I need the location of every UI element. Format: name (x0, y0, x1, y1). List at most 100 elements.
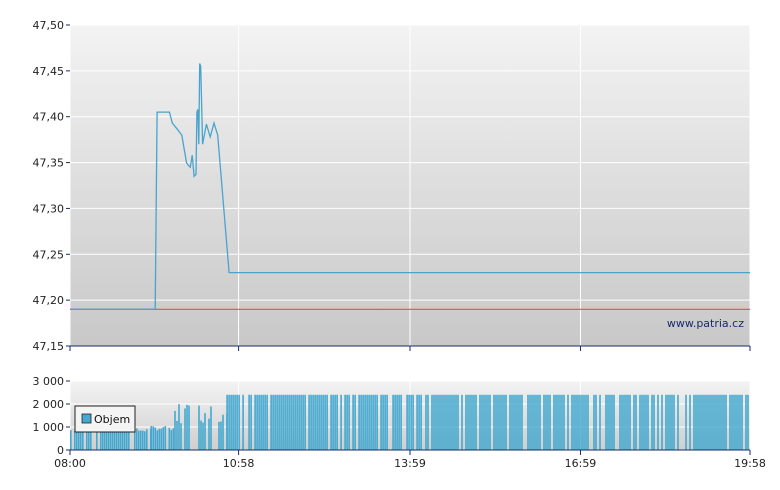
time-tick-label: 08:00 (54, 457, 86, 470)
volume-bar (164, 426, 167, 450)
volume-bar (122, 429, 124, 450)
volume-bar (581, 394, 583, 450)
volume-bar (585, 394, 587, 450)
volume-y-axis: 3 000 2 000 1 000 0 (33, 375, 70, 457)
volume-bar (274, 394, 276, 450)
volume-bar (302, 394, 304, 450)
volume-bar (382, 394, 384, 450)
volume-bar (519, 394, 521, 450)
volume-bar (577, 394, 579, 450)
volume-bar (595, 394, 597, 450)
volume-bar (435, 394, 437, 450)
volume-bar (521, 394, 523, 450)
volume-bar (410, 394, 412, 450)
price-y-tick-label: 47,45 (33, 65, 65, 78)
volume-bar (228, 394, 230, 450)
volume-bar (158, 428, 161, 450)
volume-bar (737, 394, 739, 450)
volume-bar (202, 422, 204, 450)
volume-bar (408, 394, 410, 450)
volume-bar (425, 394, 427, 450)
time-tick-label: 16:59 (565, 457, 597, 470)
volume-bar (394, 394, 396, 450)
volume-bar (340, 394, 342, 450)
volume-bar (210, 406, 212, 450)
volume-bar (292, 394, 294, 450)
volume-bar (304, 394, 306, 450)
volume-bar (733, 394, 735, 450)
volume-bar (669, 394, 671, 450)
volume-bar (543, 394, 545, 450)
volume-bar (200, 420, 202, 450)
volume-bar (154, 427, 157, 450)
volume-bar (587, 394, 589, 450)
volume-bar (719, 394, 721, 450)
price-y-tick-label: 47,35 (33, 157, 65, 170)
volume-bar (256, 394, 258, 450)
volume-bar (110, 430, 112, 450)
volume-bar (204, 413, 206, 450)
volume-bar (699, 394, 701, 450)
volume-bar (208, 418, 210, 450)
volume-bar (76, 432, 78, 450)
volume-bar (352, 394, 354, 450)
volume-bar (693, 394, 695, 450)
volume-bar (386, 394, 388, 450)
volume-y-tick-label: 3 000 (33, 375, 65, 388)
volume-bar (116, 432, 118, 450)
volume-bar (160, 428, 163, 450)
volume-bar (573, 394, 575, 450)
volume-bar (150, 426, 153, 450)
volume-bar (501, 394, 503, 450)
volume-bar (354, 394, 356, 450)
volume-bar (230, 394, 232, 450)
volume-bar (475, 394, 477, 450)
legend-label: Objem (94, 413, 130, 426)
volume-bar (250, 394, 252, 450)
volume-bar (288, 394, 290, 450)
volume-bar (457, 394, 459, 450)
volume-bar (362, 394, 364, 450)
volume-bar (276, 394, 278, 450)
volume-bar (537, 394, 539, 450)
volume-bar (547, 394, 549, 450)
volume-bar (635, 394, 637, 450)
volume-bar (120, 430, 122, 450)
volume-bar (170, 430, 173, 450)
volume-bar (108, 430, 110, 450)
volume-bar (392, 394, 394, 450)
volume-bar (358, 394, 360, 450)
volume-bar (439, 394, 441, 450)
volume-bar (505, 394, 507, 450)
price-y-tick-label: 47,20 (33, 294, 65, 307)
volume-bar (96, 428, 98, 450)
volume-bar (198, 405, 200, 450)
volume-bar (661, 394, 663, 450)
volume-bar (449, 394, 451, 450)
time-tick-label: 19:58 (734, 457, 766, 470)
price-y-tick-label: 47,25 (33, 248, 65, 261)
volume-bar (372, 394, 374, 450)
volume-bar (242, 394, 244, 450)
time-tick-label: 13:59 (394, 457, 426, 470)
volume-bar (346, 394, 348, 450)
volume-bar (248, 394, 250, 450)
volume-bar (563, 394, 565, 450)
volume-bar (90, 430, 92, 450)
volume-bar (406, 394, 408, 450)
price-y-tick-label: 47,50 (33, 19, 65, 32)
volume-bar (665, 394, 667, 450)
volume-bar (539, 394, 541, 450)
volume-bar (114, 430, 116, 450)
volume-bar (673, 394, 675, 450)
volume-bar (433, 394, 435, 450)
volume-bar (657, 394, 659, 450)
volume-bar (495, 394, 497, 450)
volume-bar (639, 394, 641, 450)
volume-bar (447, 394, 449, 450)
volume-bar (172, 428, 175, 450)
price-y-tick-label: 47,30 (33, 202, 65, 215)
volume-bar (168, 427, 171, 450)
volume-bar (324, 394, 326, 450)
volume-bar (695, 394, 697, 450)
